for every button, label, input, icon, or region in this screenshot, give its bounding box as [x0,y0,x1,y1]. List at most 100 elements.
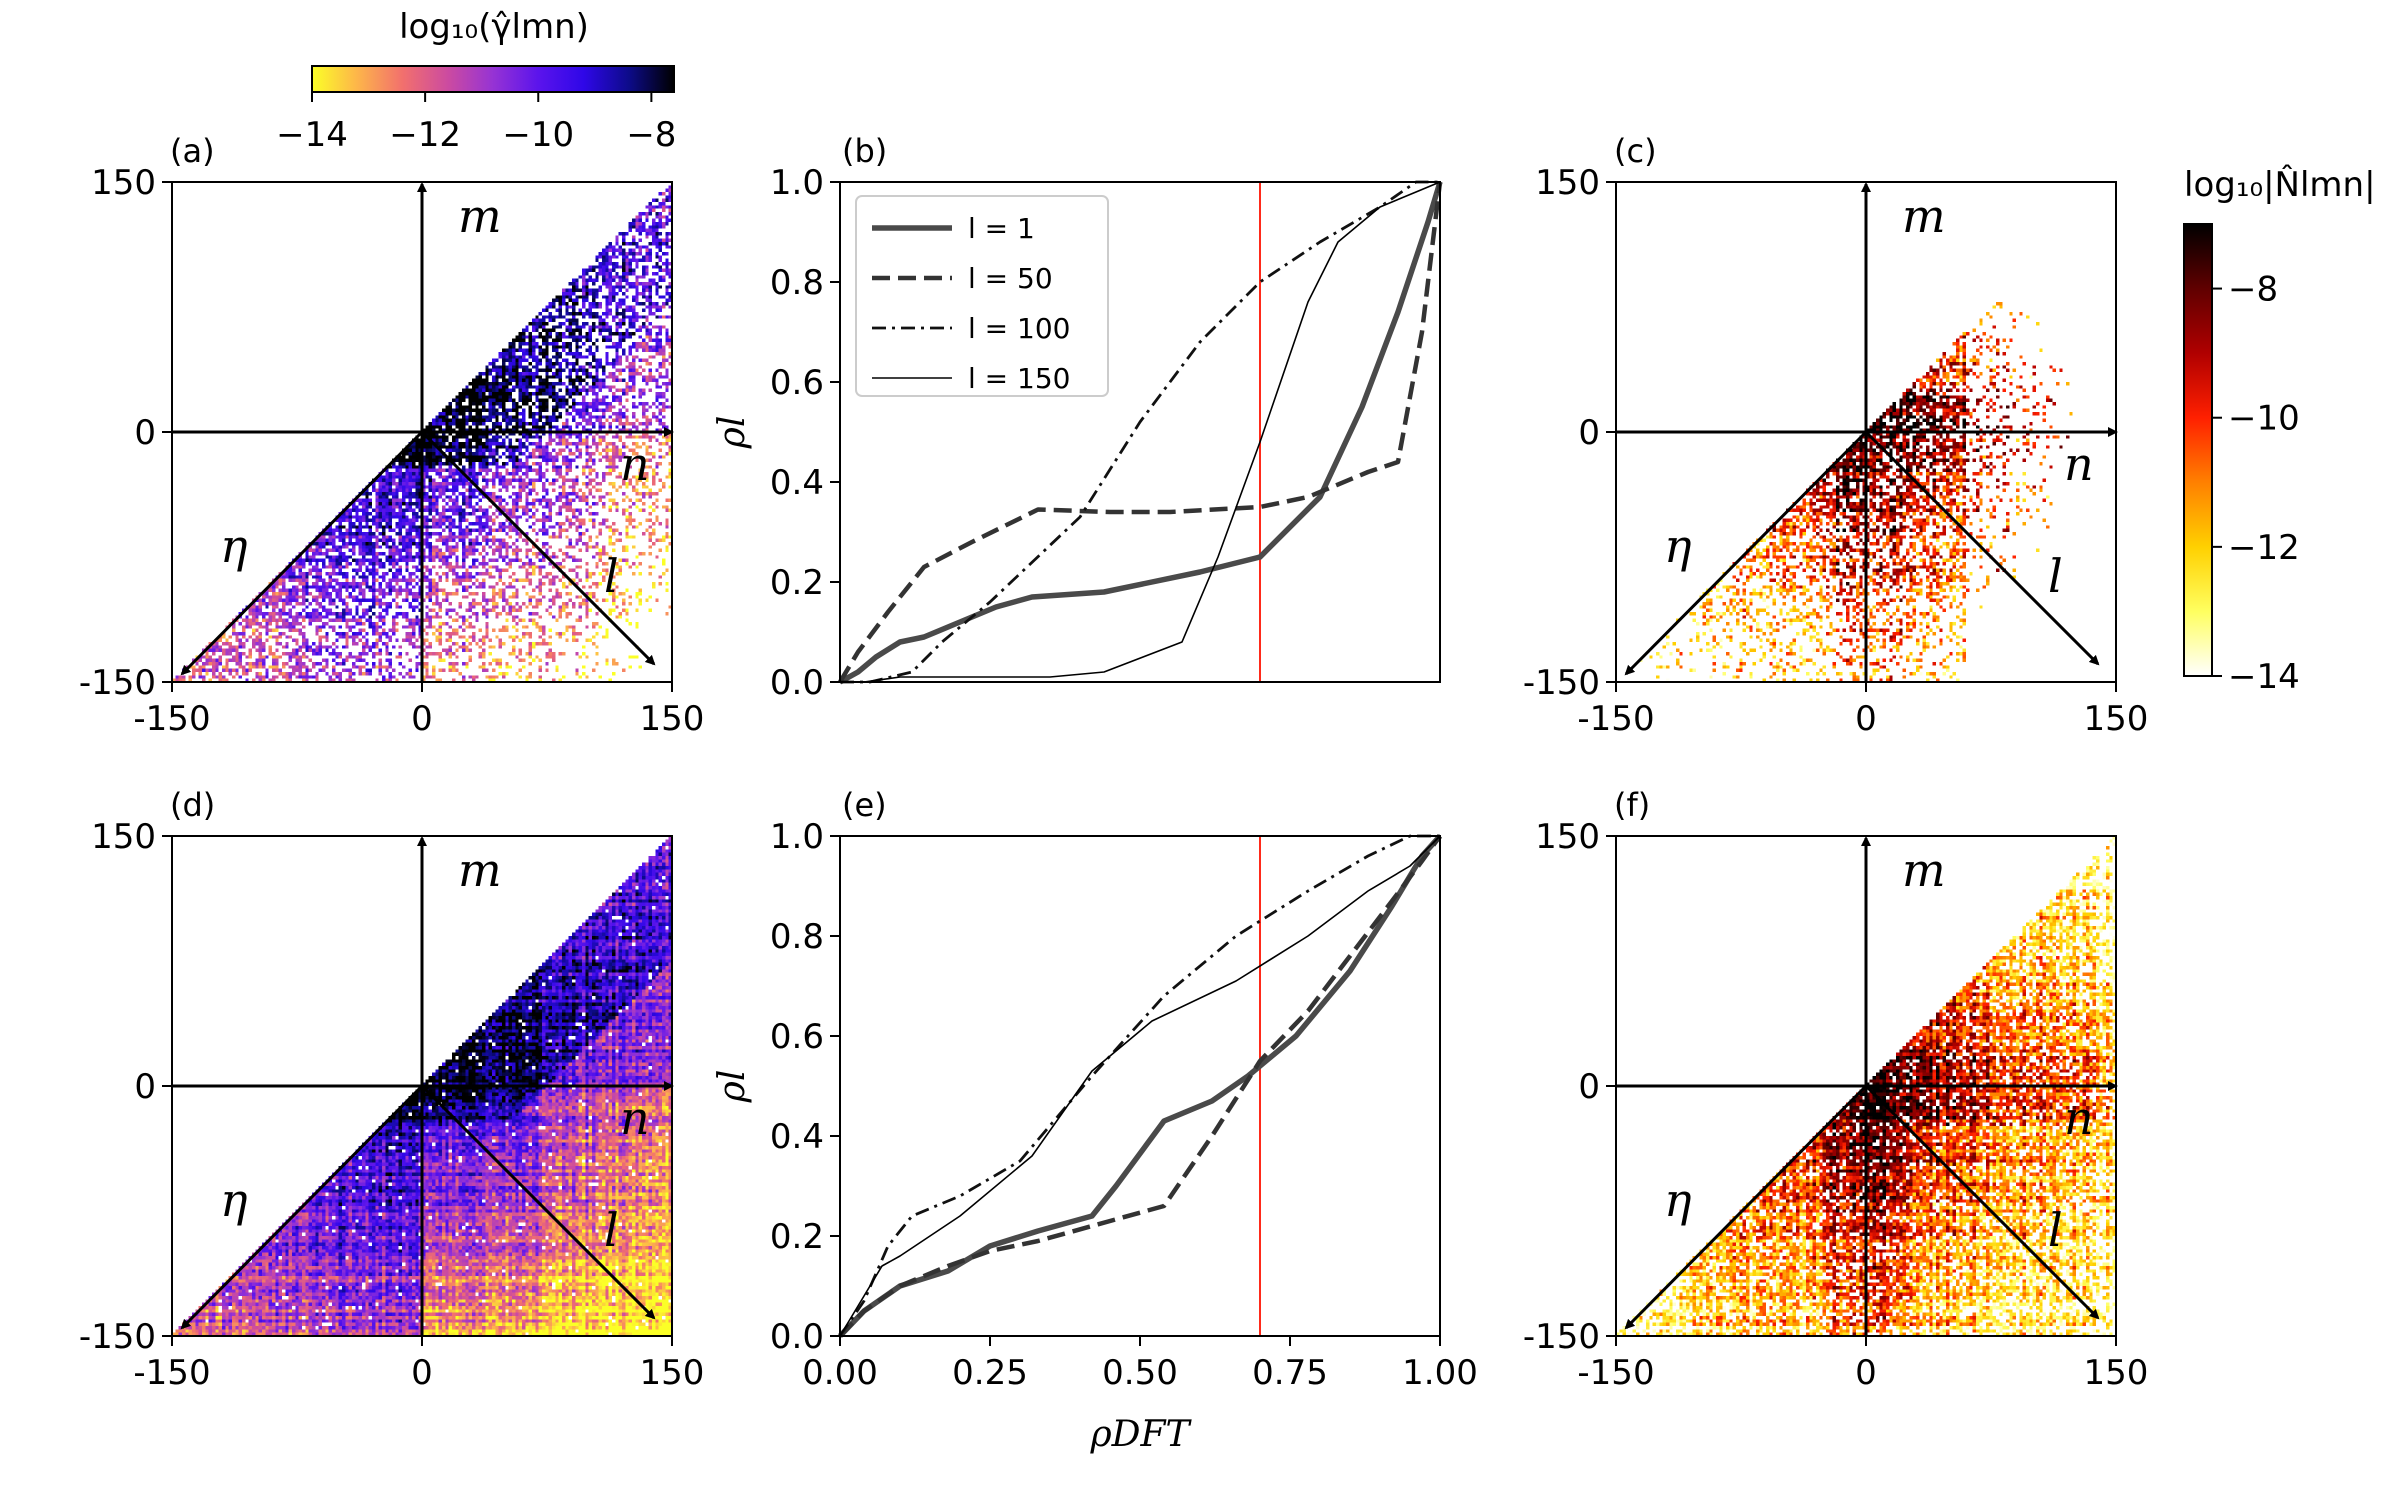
axis-label-l: l [2048,549,2063,603]
axis-label-eta: η [1664,519,1692,573]
axis-label-eta: η [220,1173,248,1227]
colorbar-gamma-tick-label: −8 [626,115,676,155]
y-tick-label: -150 [1523,663,1600,703]
plot-background [840,836,1440,1336]
axis-label-eta: η [220,519,248,573]
series-line-l100 [840,180,1440,684]
colorbar-gamma-tick-label: −14 [276,115,348,155]
y-tick-label: 0.6 [770,1017,824,1057]
y-tick-label: 0 [134,1067,156,1107]
x-tick-label: 0.25 [952,1353,1028,1393]
panel-label: (f) [1614,786,1650,824]
y-axis-label: ρl [712,1070,753,1104]
l-axis-arrow [420,1084,656,1320]
y-tick-label: 0.2 [770,563,824,603]
line-panel-b: 0.0 0.2 0.4 0.6 0.8 1.0 ρl (b) l = 1 l = 50 l = 10… [712,132,1443,703]
legend-label: l = 50 [968,262,1053,295]
colorbar-N: log₁₀|N̂lmn| −8 −10 −12 −14 [2183,164,2376,697]
x-tick-label: -150 [1577,699,1654,739]
panel-label: (c) [1614,132,1657,170]
y-tick-label: 0.4 [770,463,824,503]
x-tick-label: 0 [1855,1353,1877,1393]
x-tick-label: 150 [2084,1353,2149,1393]
y-tick-label: 0 [134,413,156,453]
y-tick-label: 0 [1578,1067,1600,1107]
heatmap-panel-d: m n l η -150 0 150 150 0 -150 (d) [79,786,705,1393]
axis-label-m: m [458,843,502,897]
y-tick-label: 0.4 [770,1117,824,1157]
y-tick-label: 0.8 [770,263,824,303]
colorbar-N-title: log₁₀|N̂lmn| [2184,164,2376,205]
x-axis-label: ρDFT [1089,1414,1192,1455]
y-tick-label: 150 [1535,817,1600,857]
x-tick-label: -150 [133,699,210,739]
x-tick-label: 1.00 [1402,1353,1478,1393]
eta-axis-arrow [1624,1084,1868,1330]
x-tick-label: 0 [1855,699,1877,739]
y-tick-label: -150 [1523,1317,1600,1357]
y-tick-label: 0.0 [770,1317,824,1357]
heatmap-panel-c: m n l η -150 0 150 150 0 -150 (c) [1523,132,2149,739]
l-axis-arrow [420,430,656,666]
x-tick-label: 0.75 [1252,1353,1328,1393]
y-tick-label: -150 [79,663,156,703]
y-tick-label: 0.6 [770,363,824,403]
panel-label: (b) [842,132,887,170]
series-line-l1 [838,834,1443,1338]
eta-axis-arrow [1624,430,1868,676]
axis-label-n: n [620,437,650,491]
x-tick-label: 0 [411,699,433,739]
colorbar-N-tick-label: −12 [2228,528,2300,568]
x-tick-label: 150 [2084,699,2149,739]
series-line-l150 [839,835,1441,1337]
y-tick-label: -150 [79,1317,156,1357]
y-axis-label: ρl [712,416,753,450]
colorbar-gamma-bar [311,65,675,93]
colorbar-gamma: log₁₀(γ̂lmn) −14 −12 −10 −8 [276,7,676,155]
y-tick-label: 0 [1578,413,1600,453]
l-axis-arrow [1864,430,2100,666]
axis-label-l: l [604,1203,619,1257]
x-tick-label: 150 [640,1353,705,1393]
colorbar-N-tick-label: −10 [2228,399,2300,439]
x-tick-label: 150 [640,699,705,739]
line-panel-e: 0.0 0.2 0.4 0.6 0.8 1.0 0.00 0.25 0.50 0.75 1.00 ρl… [712,786,1478,1455]
axis-label-n: n [620,1091,650,1145]
y-tick-label: 150 [1535,163,1600,203]
axis-label-m: m [1902,843,1946,897]
y-tick-label: 150 [91,817,156,857]
colorbar-gamma-tick-label: −10 [502,115,574,155]
y-tick-label: 1.0 [770,163,824,203]
plot-frame [839,181,1441,683]
y-tick-label: 150 [91,163,156,203]
panel-label: (d) [170,786,215,824]
series-line-l150 [840,181,1441,683]
y-tick-label: 0.8 [770,917,824,957]
axis-label-n: n [2064,437,2094,491]
eta-axis-arrow [180,1084,424,1330]
colorbar-N-bar [2183,223,2213,677]
colorbar-N-tick-label: −14 [2228,657,2300,697]
series-line-l1 [838,181,1443,685]
legend-label: l = 150 [968,362,1070,395]
x-tick-label: -150 [1577,1353,1654,1393]
colorbar-gamma-title: log₁₀(γ̂lmn) [399,7,589,47]
axis-label-m: m [1902,189,1946,243]
colorbar-gamma-tick-label: −12 [389,115,461,155]
panel-label: (e) [842,786,887,824]
l-axis-arrow [1864,1084,2100,1320]
legend-label: l = 100 [968,312,1070,345]
series-line-l50 [838,181,1443,684]
x-tick-label: 0.00 [802,1353,878,1393]
axis-label-n: n [2064,1091,2094,1145]
axis-label-l: l [2048,1203,2063,1257]
eta-axis-arrow [180,430,424,676]
legend: l = 1 l = 50 l = 100 l = 150 [855,195,1109,397]
x-tick-label: 0.50 [1102,1353,1178,1393]
y-tick-label: 0.0 [770,663,824,703]
y-tick-label: 0.2 [770,1217,824,1257]
axis-label-eta: η [1664,1173,1692,1227]
colorbar-N-tick-label: −8 [2228,270,2278,310]
series-line-l100 [838,834,1440,1337]
